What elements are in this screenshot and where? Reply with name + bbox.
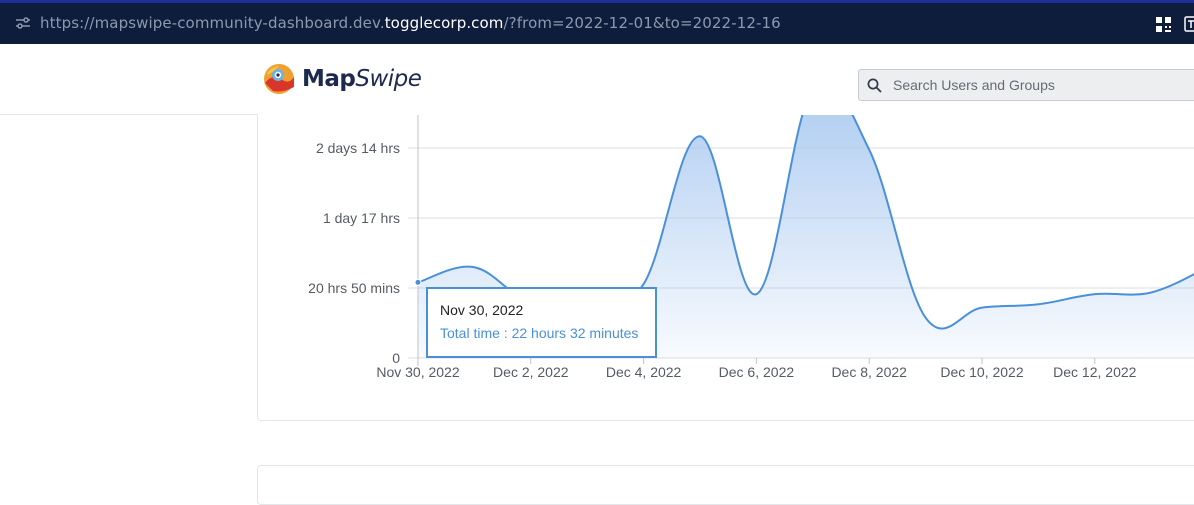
next-card [257,465,1194,505]
tooltip-date: Nov 30, 2022 [440,302,524,318]
url-text[interactable]: https://mapswipe-community-dashboard.dev… [40,14,781,32]
y-tick-label: 0 [392,350,400,366]
time-spent-area-chart: 0 20 hrs 50 mins 1 day 17 hrs 2 days 14 hrs… [308,115,1194,380]
y-tick-label: 2 days 14 hrs [316,140,400,156]
site-settings-icon[interactable] [15,16,31,30]
y-tick-label: 1 day 17 hrs [323,210,400,226]
translate-icon[interactable] [1184,16,1194,32]
chart-tooltip: Nov 30, 2022 Total time : 22 hours 32 mi… [426,287,657,358]
qr-code-icon[interactable] [1156,17,1171,32]
mapswipe-logo[interactable]: MapSwipe [263,62,422,96]
search-box[interactable] [858,69,1194,101]
x-tick-label: Dec 8, 2022 [831,364,907,380]
y-tick-label: 20 hrs 50 mins [308,280,400,296]
logo-wordmark: MapSwipe [302,66,422,92]
x-tick-label: Dec 12, 2022 [1053,364,1136,380]
x-tick-label: Dec 6, 2022 [719,364,795,380]
url-suffix: /?from=2022-12-01&to=2022-12-16 [503,14,781,32]
search-icon [867,78,882,93]
app-header: MapSwipe [0,44,1194,115]
active-data-point [414,278,422,286]
logo-map-text: Map [302,66,356,92]
search-input[interactable] [893,74,1193,96]
x-tick-label: Nov 30, 2022 [376,364,459,380]
x-tick-label: Dec 4, 2022 [606,364,682,380]
url-host: togglecorp.com [384,14,504,32]
tooltip-total-time: Total time : 22 hours 32 minutes [440,325,639,341]
browser-url-bar[interactable]: https://mapswipe-community-dashboard.dev… [0,0,1194,44]
url-prefix: https://mapswipe-community-dashboard.dev… [40,14,385,32]
logo-swipe-text: Swipe [355,66,422,92]
area-fill [418,115,1194,358]
x-tick-label: Dec 2, 2022 [493,364,569,380]
chart-axes: 0 20 hrs 50 mins 1 day 17 hrs 2 days 14 hrs… [308,115,1137,380]
mapswipe-logo-icon [264,64,294,94]
x-tick-label: Dec 10, 2022 [940,364,1023,380]
